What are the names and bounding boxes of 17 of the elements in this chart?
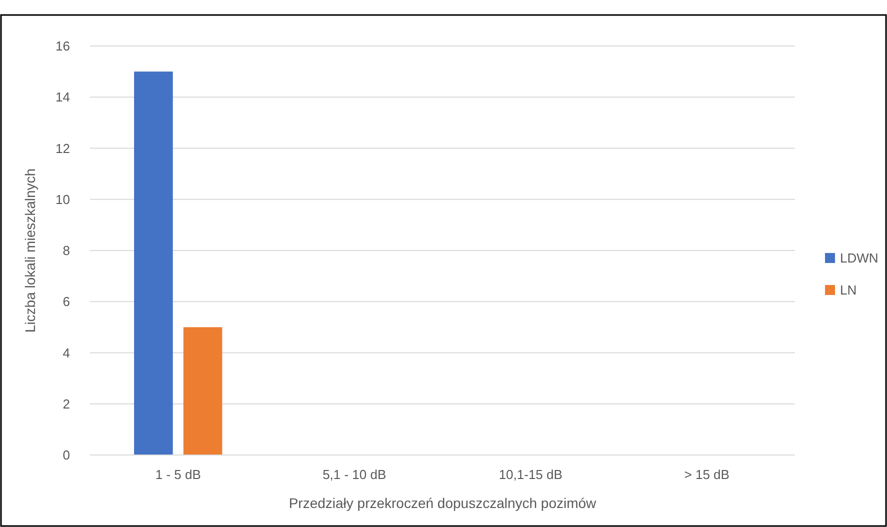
y-tick-label: 6 (62, 294, 70, 310)
x-tick-label: 10,1-15 dB (498, 467, 562, 482)
y-tick-label: 12 (56, 140, 70, 156)
y-tick-label: 10 (56, 192, 70, 207)
y-tick-label: 4 (62, 345, 70, 360)
x-tick-label: 5,1 - 10 dB (322, 467, 386, 482)
y-tick-label: 8 (62, 243, 70, 258)
x-axis-title: Przedziały przekroczeń dopuszczalnych pozimów (288, 495, 598, 511)
y-tick-label: 16 (56, 38, 70, 54)
legend-label: LDWN (840, 250, 878, 266)
y-tick-label: 0 (62, 448, 70, 463)
x-tick-label: > 15 dB (684, 467, 730, 482)
x-tick-label: 1 - 5 dB (155, 467, 201, 482)
y-axis-title: Liczba lokali mieszkalnych (22, 168, 38, 333)
legend-label: LN (840, 282, 857, 298)
y-tick-label: 14 (56, 90, 70, 105)
y-tick-label: 2 (62, 396, 70, 412)
